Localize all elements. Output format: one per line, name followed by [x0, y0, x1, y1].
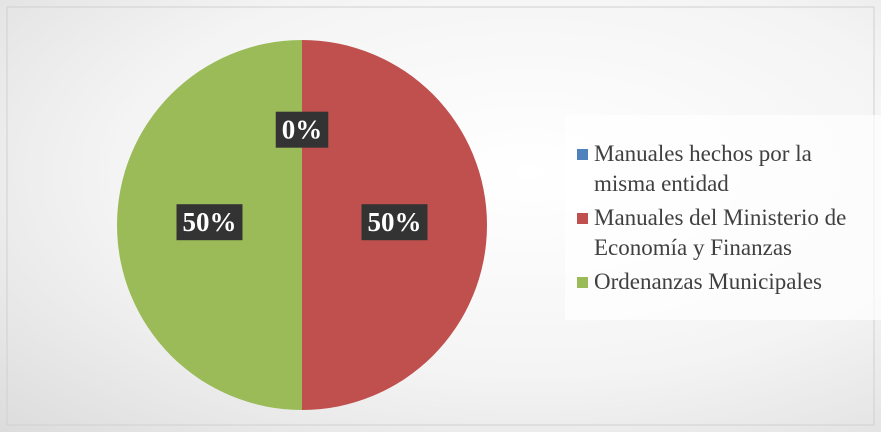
data-label: 50%: [368, 207, 422, 237]
legend-label: Manuales del Ministerio de Economía y Fi…: [594, 205, 847, 260]
legend-label: Manuales hechos por la misma entidad: [594, 141, 812, 196]
data-label-box: [275, 111, 329, 148]
legend-swatch: [577, 149, 588, 160]
legend-label: Ordenanzas Municipales: [594, 269, 823, 294]
legend-swatch: [577, 213, 588, 224]
legend-swatch: [577, 277, 588, 288]
legend-item: Manuales del Ministerio de Economía y Fi…: [577, 203, 873, 263]
data-label-box: [361, 204, 428, 241]
legend: Manuales hechos por la misma entidad Manu…: [565, 115, 881, 320]
legend-item: Ordenanzas Municipales: [577, 267, 873, 297]
legend-item: Manuales hechos por la misma entidad: [577, 139, 873, 199]
data-label-box: [176, 204, 243, 241]
data-label: 0%: [282, 115, 323, 145]
data-label: 50%: [183, 207, 237, 237]
